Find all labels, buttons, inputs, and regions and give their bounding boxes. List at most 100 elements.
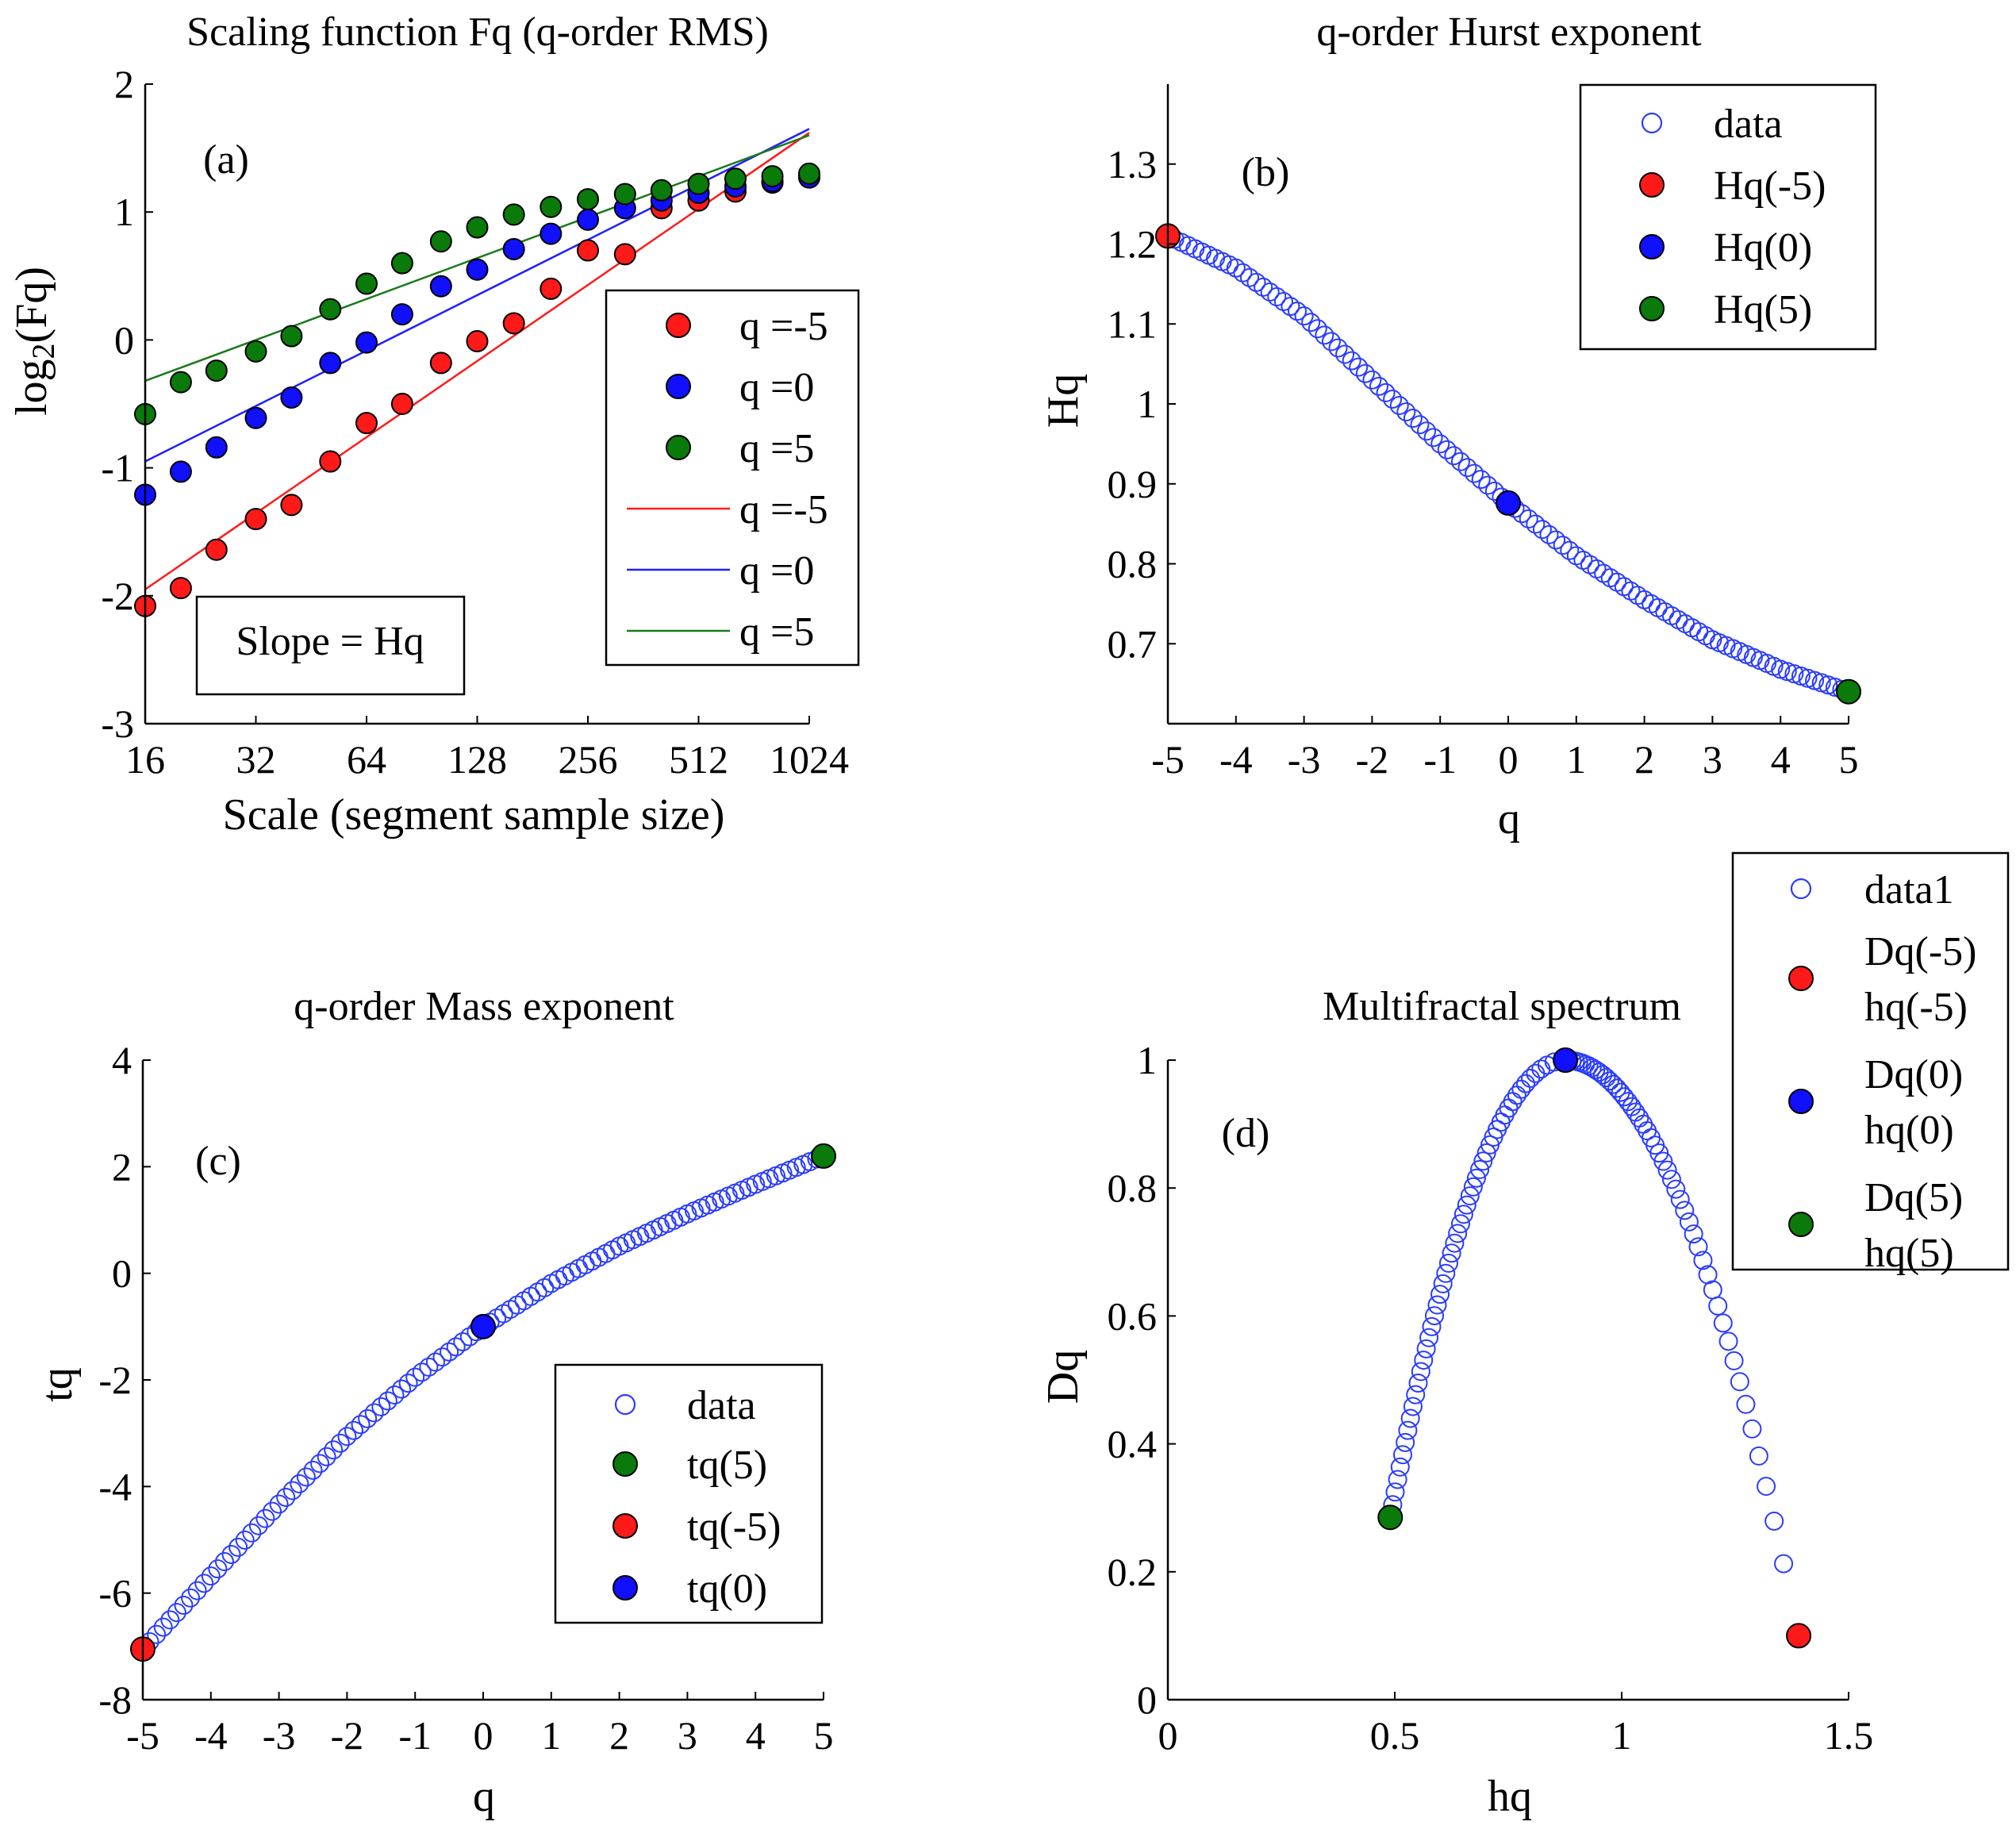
data-point [1526,1063,1546,1083]
data-point [235,1530,255,1550]
data-point [317,1447,336,1466]
x-tick-label: 0 [1158,1713,1178,1758]
x-tick-label: 3 [1703,737,1722,782]
data-point [1593,1065,1613,1085]
panel-c-label: (c) [195,1139,241,1184]
x-tick-label: 5 [1839,737,1859,782]
data-point [1465,463,1484,483]
panel-a-xlabel: Scale (segment sample size) [223,790,725,840]
legend-entry-label: Hq(0) [1714,225,1812,271]
y-tick-label: 0.4 [1108,1422,1158,1466]
data-point [1423,428,1443,448]
legend-entry-marker [1639,296,1665,321]
data-point [577,239,599,262]
data-point [244,508,267,531]
data-point [398,1374,418,1393]
legend-entry-label: Dq(-5) [1864,929,1977,974]
panel-d-legend-frame [1731,851,2010,1271]
data-point [613,243,636,266]
data-point [337,1427,357,1447]
legend-entry-marker [1788,1212,1814,1237]
y-tick-label: -2 [101,574,134,618]
data-point [1532,520,1552,540]
panel-d-ylabel: Dq [1039,1350,1088,1404]
data-point [242,1523,262,1543]
data-point [1457,1195,1476,1215]
legend-entry-marker [612,1513,638,1539]
y-tick-label: 0.8 [1108,1166,1158,1210]
panel-d-marks [1377,1047,1812,1649]
y-tick-label: 4 [112,1038,132,1082]
data-point [1400,1408,1420,1428]
data-point [1657,1160,1677,1180]
x-tick-label: 16 [125,737,165,782]
data-point [1403,1397,1423,1416]
data-point [440,1342,459,1362]
data-point [1273,292,1293,312]
panel-c-axes: -5 -4 -3 -2 -1 0 1 2 3 4 5 -8 -6 -4 -2 0 2 4 [98,1038,833,1758]
data-point [1389,396,1409,416]
panel-c-xlabel: q [473,1772,495,1821]
data-point [160,1610,180,1630]
x-tick-label: 128 [447,737,507,782]
data-point [577,208,599,231]
data-point [319,298,342,321]
panel-d-label: (d) [1222,1111,1270,1156]
data-point [1450,452,1470,471]
data-point [1670,1189,1690,1209]
x-tick-label: 1 [541,1713,561,1758]
x-tick-label: -5 [1151,737,1185,782]
data-point [169,577,192,600]
data-point [1328,338,1348,358]
data-point [269,1494,289,1514]
highlight-point [811,1143,836,1169]
data-point [1724,1351,1744,1370]
data-point [1294,306,1314,326]
y-tick-label: -1 [101,446,134,490]
x-tick-label: -1 [398,1713,432,1758]
legend-entry-label: q =5 [739,426,814,471]
data-point [1376,382,1396,402]
y-tick-label: -4 [98,1464,132,1508]
data-point [412,1362,432,1382]
y-tick-label: -8 [98,1677,132,1722]
legend-entry-label: tq(0) [687,1566,767,1612]
legend-entry-marker [1788,1089,1814,1114]
data-point [1396,1432,1415,1452]
data-point [1411,1362,1430,1381]
data-point [432,1347,452,1367]
data-point [355,331,378,354]
legend-entry-label: tq(5) [687,1443,767,1488]
data-point [1414,1351,1434,1370]
data-point [1442,1243,1461,1263]
data-point [1406,1385,1426,1405]
legend-entry-marker [1788,966,1814,991]
data-point [540,195,563,218]
data-point [453,1332,473,1351]
data-point [1484,482,1504,501]
data-point [1362,370,1382,390]
panel-b-axes: -5 -4 -3 -2 -1 0 1 2 3 4 5 0.7 0.8 0.9 1 1.1 1.2 1.3 [1108,84,1859,782]
data-point [1342,351,1361,371]
data-point [1437,440,1457,459]
data-point [1626,1102,1645,1122]
data-point [1315,325,1334,345]
panel-d-title: Multifractal spectrum [1323,984,1681,1029]
data-point [1476,1143,1496,1162]
data-point [446,1337,466,1357]
data-point [1410,415,1430,435]
highlight-point [1496,490,1521,516]
data-point [1757,1477,1776,1497]
data-point [1260,282,1280,302]
y-tick-label: 0.7 [1108,621,1158,666]
panel-c-legend: data tq(5) tq(-5) tq(0) [554,1363,824,1624]
data-point [167,1603,186,1623]
x-tick-label: -2 [1356,737,1389,782]
data-point [466,330,489,353]
data-point [280,386,303,409]
data-point [169,460,192,483]
x-tick-label: 0 [474,1713,493,1758]
x-tick-label: -4 [1219,737,1253,782]
legend-entry-label: data [687,1383,756,1428]
x-tick-label: 1 [1612,1713,1632,1758]
